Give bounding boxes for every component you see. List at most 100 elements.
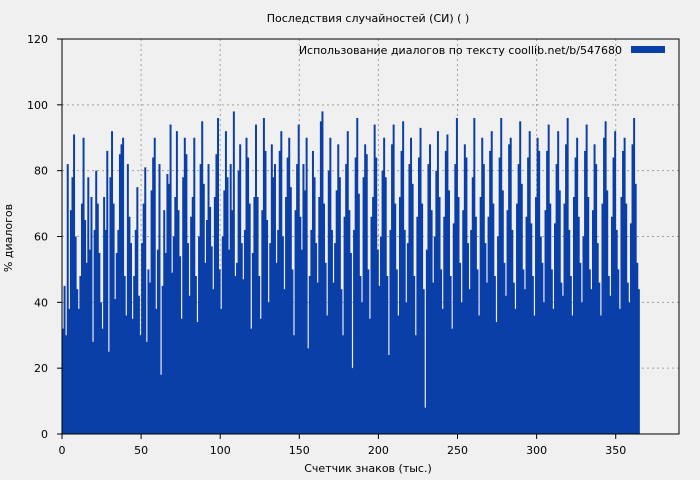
bar [552,308,555,434]
bar [370,216,373,434]
bar [375,157,378,434]
bar [259,318,262,434]
bar [79,276,82,434]
bar [372,197,375,434]
bar [473,118,476,434]
bar [609,295,612,434]
bar [62,328,64,434]
bar [489,150,492,434]
bar [462,210,465,434]
bar [68,308,71,434]
bar [541,262,544,434]
bar [628,302,631,434]
bar [547,124,550,434]
bar [239,144,242,435]
bar [590,289,593,434]
bar [427,164,430,435]
bar [536,137,539,434]
bar [126,164,129,435]
bar [145,341,148,434]
bar [337,144,340,435]
bar [163,210,166,434]
bar [549,203,552,434]
legend-label: Использование диалогов по тексту coollib… [299,44,622,57]
bar [397,315,400,434]
bar [275,262,278,434]
bar [318,197,321,434]
x-tick-label: 350 [605,444,626,457]
x-axis-label: Счетчик знаков (тыс.) [304,462,432,475]
x-tick-label: 0 [59,444,66,457]
bar [115,252,118,434]
bar [414,335,417,434]
bar [327,170,330,434]
bar [569,276,572,434]
bar [557,131,560,434]
bar [601,203,604,434]
bar [348,210,351,434]
bar [297,124,300,434]
bar [596,243,599,434]
bar [413,276,416,434]
bar [481,137,484,434]
bar [137,295,140,434]
bar [384,177,387,434]
grid [62,39,679,434]
bar [419,127,422,434]
bar [482,164,485,435]
bar [342,335,345,434]
bar [403,229,406,434]
bar [88,249,91,434]
bar [636,262,639,434]
bar [607,276,610,434]
bar [158,164,161,435]
bar [470,229,473,434]
bar [147,269,150,434]
bar [302,164,305,435]
bar [487,216,490,434]
bar [82,137,85,434]
bar [444,150,447,434]
bar [340,289,343,434]
bar [296,164,299,435]
bar [107,351,110,434]
y-tick-label: 20 [34,362,48,375]
bar [392,124,395,434]
bar [438,197,441,434]
bar [492,203,495,434]
bar [160,374,163,434]
bar [359,276,362,434]
bar [622,150,625,434]
bar [381,170,384,434]
bar [248,203,251,434]
bar [191,197,194,434]
bar [563,203,566,434]
bar [433,236,436,434]
bar [258,276,261,434]
bar [330,229,333,434]
bar [150,190,153,434]
bar [378,285,381,434]
bar [250,328,253,434]
bar [201,121,204,435]
bar [554,223,556,434]
bar [242,279,245,434]
bar [368,318,371,434]
bar [448,190,451,434]
bar [236,262,239,434]
bar [512,282,515,434]
bar [587,197,590,434]
bar [286,157,289,434]
bar [566,118,569,434]
bar [506,210,509,434]
bar [474,216,477,434]
bar [204,262,207,434]
bar [90,197,93,434]
bar [345,164,348,435]
bar [152,157,155,434]
bar [615,229,618,434]
bar [166,173,169,435]
bar [544,210,547,434]
bar [130,243,133,434]
bar [568,229,571,434]
